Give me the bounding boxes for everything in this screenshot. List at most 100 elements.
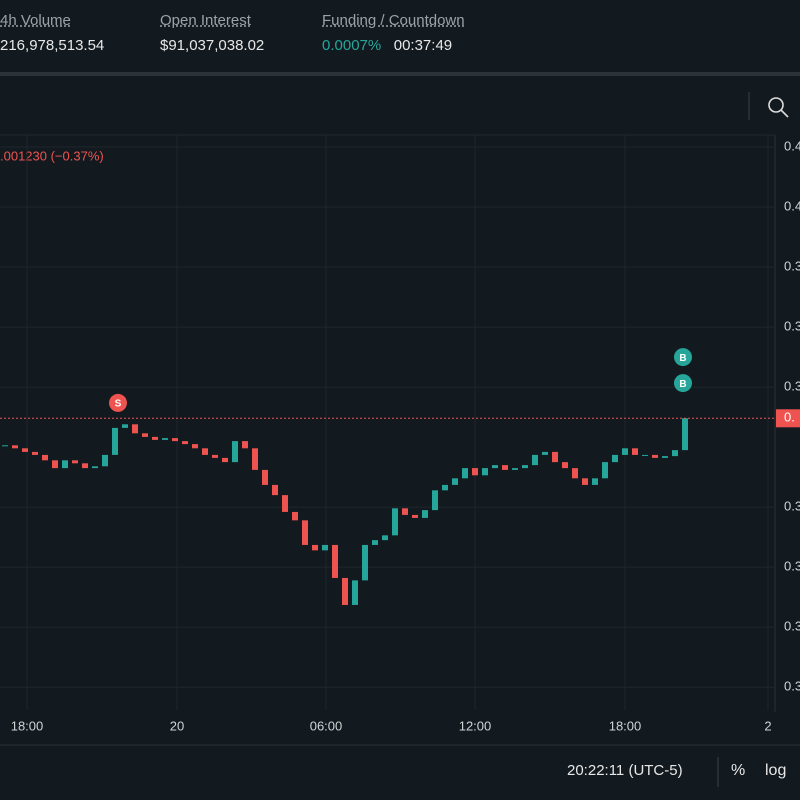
candle xyxy=(262,469,268,485)
candle xyxy=(662,456,668,458)
candle xyxy=(592,478,598,485)
candle xyxy=(672,450,678,457)
y-tick-label: 0.3 xyxy=(784,319,800,334)
candle xyxy=(472,468,478,476)
trade-marker xyxy=(674,348,692,367)
candle xyxy=(512,468,518,470)
clock: 20:22:11 (UTC-5) xyxy=(567,762,683,779)
y-tick-label: 0.4 xyxy=(784,138,800,153)
countdown: 00:37:49 xyxy=(393,37,453,54)
candle xyxy=(302,520,308,545)
toolbar-icon[interactable] xyxy=(768,97,789,118)
log-toggle[interactable]: log xyxy=(765,762,786,779)
candle xyxy=(2,445,8,447)
candle xyxy=(172,438,178,442)
candle xyxy=(682,418,688,451)
last-price-tag xyxy=(776,409,800,428)
trade-marker-label: S xyxy=(115,399,122,410)
candle xyxy=(552,451,558,463)
candle xyxy=(452,478,458,485)
candle xyxy=(272,484,278,496)
candle xyxy=(502,465,508,470)
x-tick-label: 18:00 xyxy=(609,718,642,733)
candle xyxy=(492,465,498,469)
stat-label[interactable]: 4h Volume xyxy=(0,12,71,29)
stat-value: $91,037,038.02 xyxy=(160,37,265,54)
candle xyxy=(392,508,398,536)
candle xyxy=(242,441,248,449)
candle xyxy=(142,433,148,437)
stat-label[interactable]: Open Interest xyxy=(160,12,251,29)
candle xyxy=(222,457,228,463)
candle xyxy=(182,441,188,445)
stat: 4h Volume 216,978,513.54 xyxy=(0,12,104,54)
x-tick-label: 2 xyxy=(764,718,771,733)
candle xyxy=(112,427,118,455)
stat-value: 216,978,513.54 xyxy=(0,37,105,54)
candle xyxy=(442,484,448,491)
candle xyxy=(562,462,568,469)
candle xyxy=(602,462,608,479)
candle xyxy=(52,460,58,469)
candle xyxy=(332,544,338,578)
candle xyxy=(652,454,658,458)
y-tick-label: 0.4 xyxy=(784,198,800,213)
candle xyxy=(72,460,78,464)
x-tick-label: 06:00 xyxy=(310,718,343,733)
candle xyxy=(212,454,218,458)
x-tick-label: 18:00 xyxy=(11,718,44,733)
candle xyxy=(582,478,588,485)
candle xyxy=(62,460,68,469)
candle xyxy=(322,544,328,551)
candle xyxy=(252,448,258,470)
trade-marker xyxy=(674,374,692,393)
trade-marker xyxy=(109,393,127,412)
candle xyxy=(642,454,648,456)
candle xyxy=(342,577,348,605)
candle xyxy=(82,463,88,469)
y-tick-label: 0.3 xyxy=(784,679,800,694)
x-tick-label: 12:00 xyxy=(459,718,492,733)
candle xyxy=(352,580,358,605)
change-label: .001230 (−0.37%) xyxy=(0,148,104,163)
percent-toggle[interactable]: % xyxy=(731,762,745,779)
candle xyxy=(532,454,538,466)
candle xyxy=(402,508,408,515)
y-tick-label: 0.3 xyxy=(784,258,800,273)
funding: 0.0007% xyxy=(322,37,382,54)
candle xyxy=(362,544,368,581)
candle xyxy=(162,438,168,440)
candle xyxy=(22,448,28,452)
x-tick-label: 20 xyxy=(170,718,184,733)
candle xyxy=(202,448,208,455)
y-tick-label: 0.3 xyxy=(784,379,800,394)
candle xyxy=(122,424,128,428)
stats-bar: 4h Volume 216,978,513.54 Open Interest $91… xyxy=(0,0,800,76)
candle xyxy=(42,454,48,461)
y-tick-label: 0.3 xyxy=(784,499,800,514)
candle xyxy=(192,444,198,449)
stat: Open Interest $91,037,038.02 xyxy=(160,12,264,54)
candle xyxy=(422,510,428,518)
candle xyxy=(382,535,388,541)
candle xyxy=(432,490,438,511)
candle xyxy=(372,540,378,545)
candle xyxy=(292,511,298,521)
last-price-label: 0. xyxy=(784,410,795,425)
candle xyxy=(542,451,548,455)
candle xyxy=(132,424,138,434)
candle xyxy=(462,468,468,479)
candle xyxy=(612,454,618,463)
candle xyxy=(102,454,108,467)
candle xyxy=(282,495,288,512)
candle xyxy=(632,448,638,455)
candle xyxy=(152,436,158,440)
trade-marker-label: B xyxy=(679,379,686,390)
stat-label[interactable]: Funding / Countdown xyxy=(322,12,465,29)
candle xyxy=(92,466,98,469)
candle xyxy=(522,465,528,469)
candle xyxy=(12,445,18,449)
candle xyxy=(312,544,318,551)
